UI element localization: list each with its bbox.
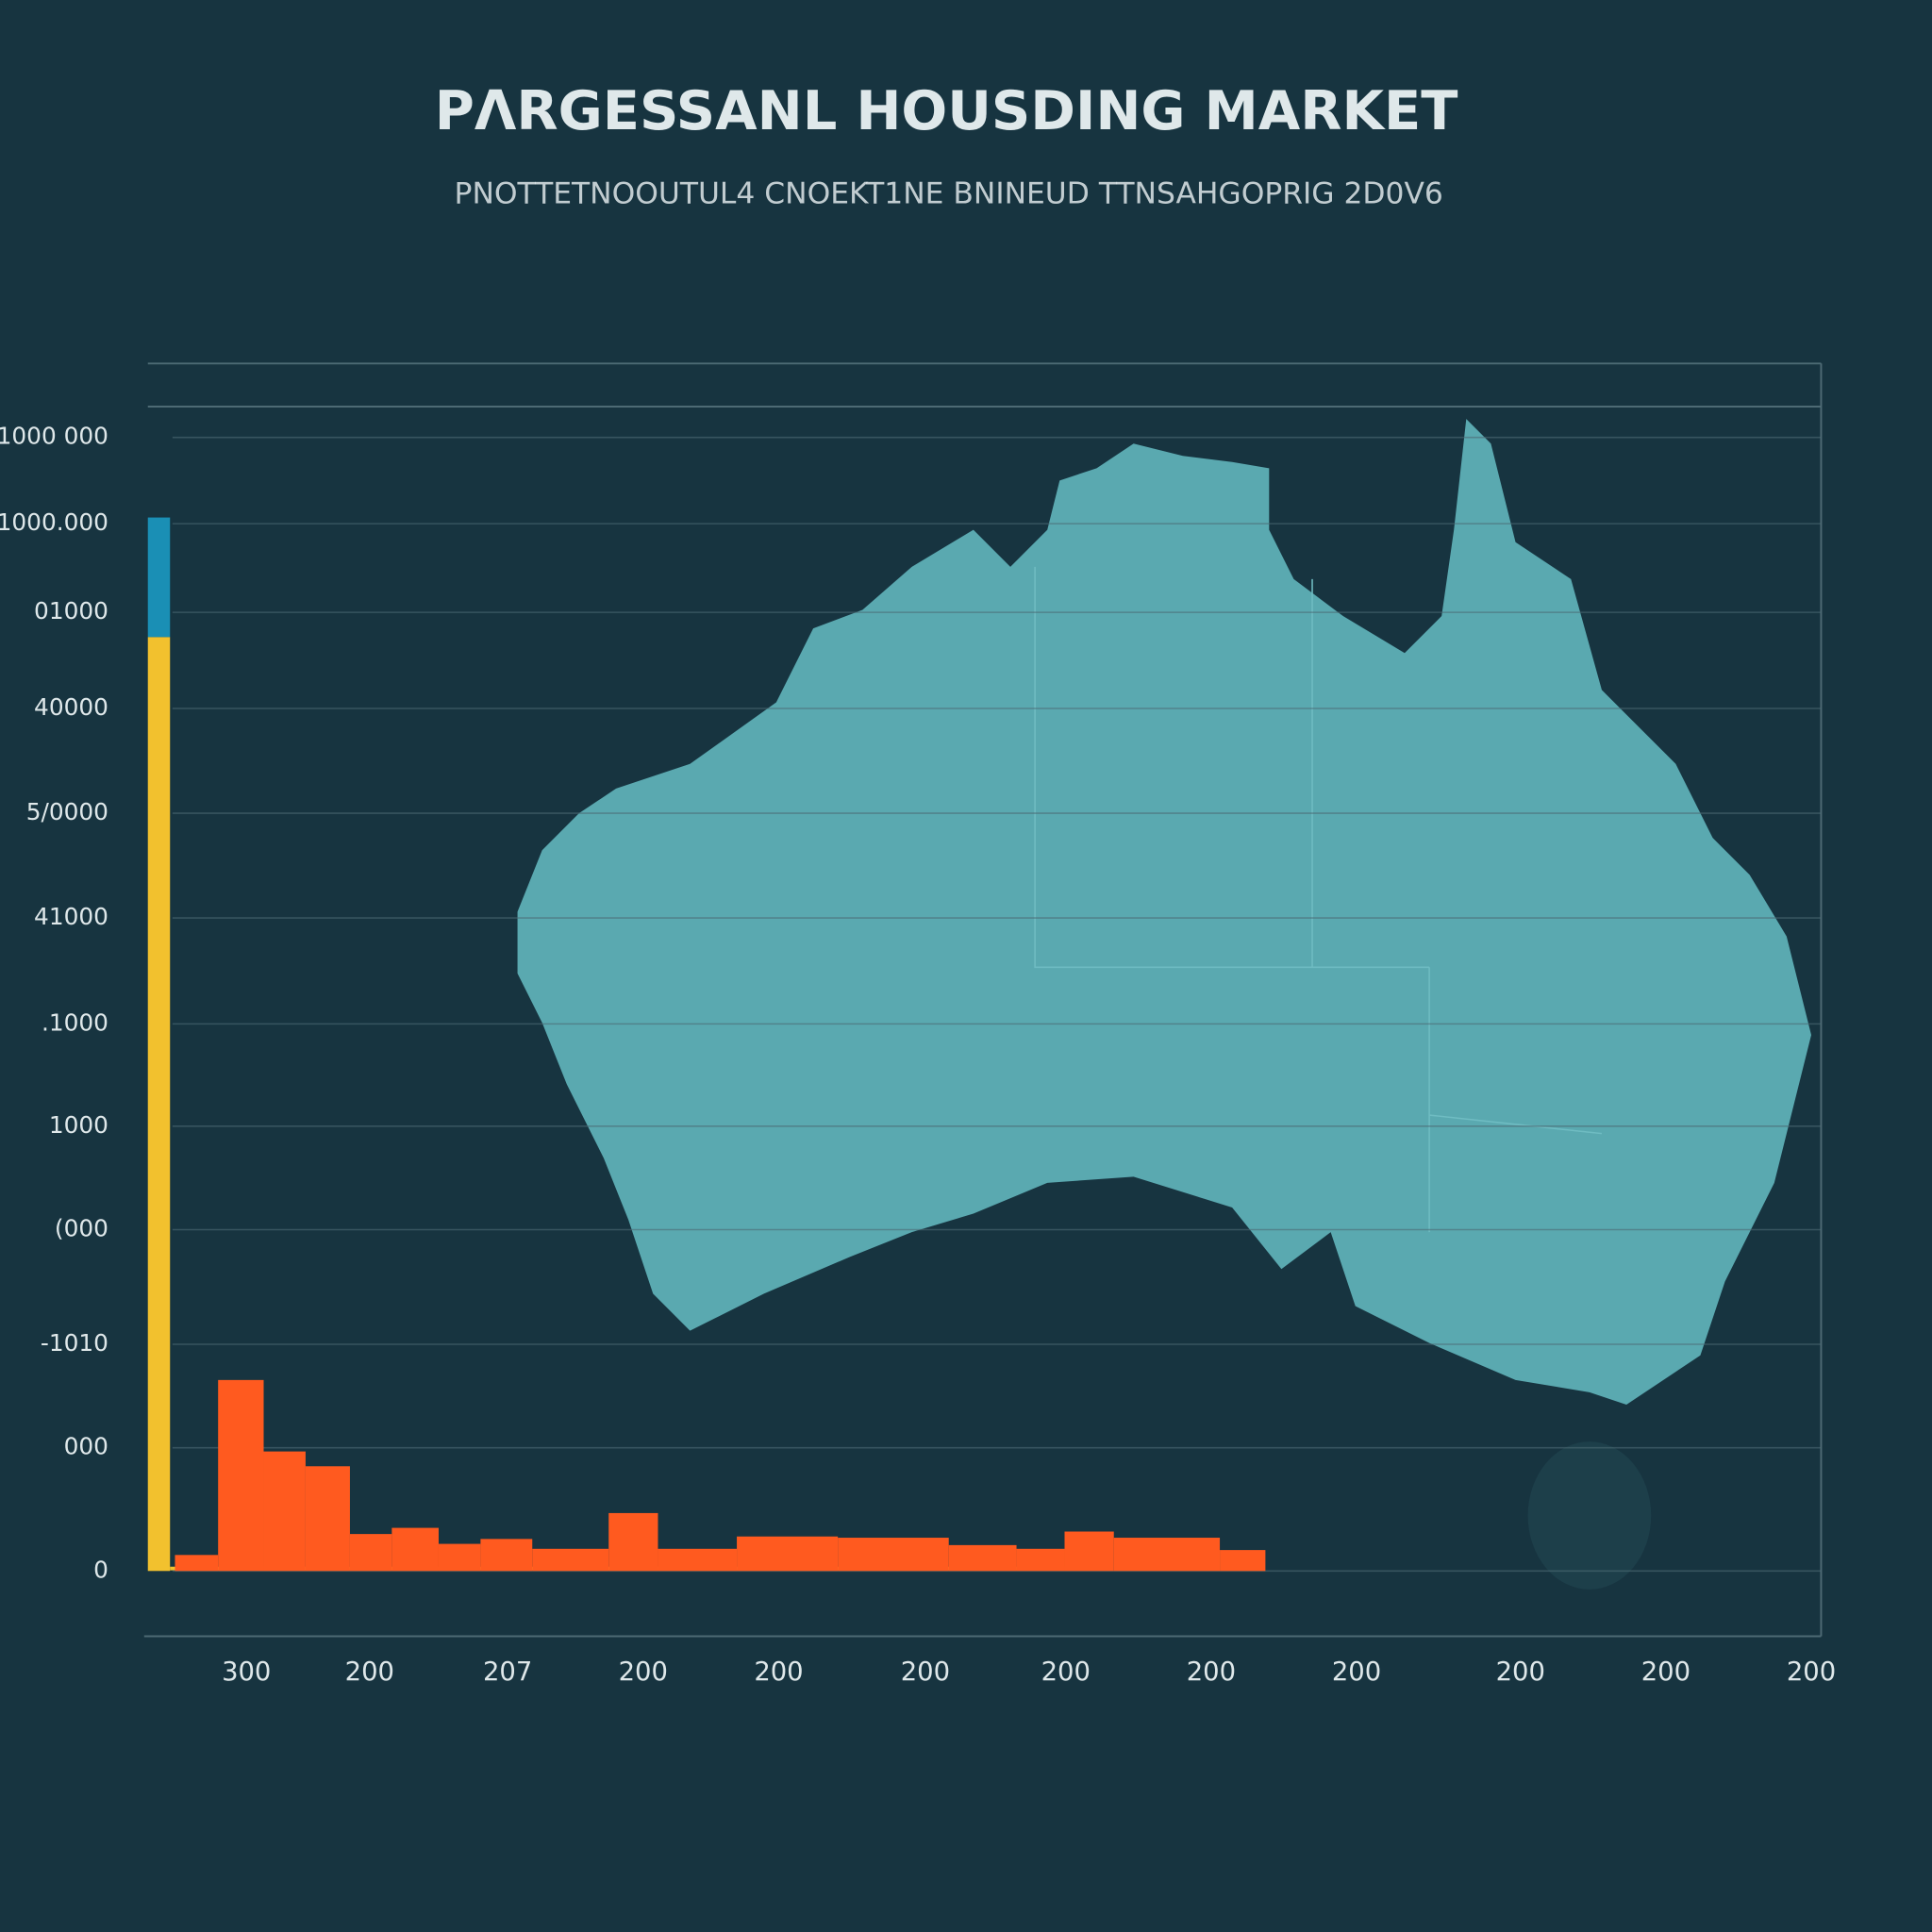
x-tick-label: 200 <box>1332 1657 1381 1687</box>
x-tick-label: 200 <box>1641 1657 1690 1687</box>
x-tick-label: 300 <box>222 1657 271 1687</box>
bar <box>480 1539 533 1572</box>
y-tick-label: 40000 <box>34 693 108 721</box>
chart-subtitle: PNOTTETNOOUTUL4 CNOEKT1NE BNINEUD TTNSAH… <box>455 176 1443 210</box>
x-tick-label: 200 <box>901 1657 950 1687</box>
bar <box>1016 1548 1065 1572</box>
y-tick-label: (000 <box>55 1215 108 1242</box>
bar <box>438 1543 481 1572</box>
y-tick-label: 01000 <box>34 597 108 625</box>
bar <box>349 1534 392 1572</box>
x-tick-label: 200 <box>754 1657 803 1687</box>
y-tick-label: .1000 <box>42 1008 108 1036</box>
y-tick-label: 0 <box>93 1556 108 1583</box>
frame <box>143 362 1823 1638</box>
bar <box>948 1544 1017 1572</box>
bar <box>608 1512 658 1572</box>
map-island <box>1527 1441 1652 1590</box>
bar <box>658 1548 738 1572</box>
map <box>517 419 1811 1590</box>
y-tick-label: 1000.000 <box>0 508 108 536</box>
bar <box>1220 1550 1266 1572</box>
plot: 0000-1010(0001000.1000410005/00004000001… <box>0 423 1836 1688</box>
y-tick-label: 41000 <box>34 903 108 930</box>
x-tick-label: 200 <box>345 1657 394 1687</box>
map-borders <box>1034 566 1603 1233</box>
y-tick-label: 1000 000 <box>0 423 108 450</box>
y-tick-label: 000 <box>64 1433 108 1460</box>
x-tick-label: 207 <box>483 1657 532 1687</box>
x-tick-label: 200 <box>1187 1657 1236 1687</box>
y-tick-label: -1010 <box>41 1329 108 1357</box>
bar <box>175 1555 219 1572</box>
x-tick-label: 200 <box>1496 1657 1545 1687</box>
x-tick-label: 200 <box>1787 1657 1836 1687</box>
stacked-bar-segment <box>147 637 171 1572</box>
bar <box>532 1548 609 1572</box>
x-tick-label: 200 <box>619 1657 668 1687</box>
bar <box>838 1538 949 1572</box>
bar <box>1113 1538 1221 1572</box>
y-tick-label: 1000 <box>49 1111 108 1139</box>
map-australia <box>517 419 1811 1405</box>
bar <box>391 1527 439 1572</box>
bar <box>263 1451 306 1572</box>
bar <box>737 1536 839 1572</box>
x-tick-label: 200 <box>1041 1657 1091 1687</box>
bar <box>305 1466 350 1572</box>
bar <box>218 1379 264 1572</box>
chart-title: PΛRGESSANL HOUSDING MARKET <box>435 79 1458 142</box>
y-tick-label: 5/0000 <box>26 798 108 825</box>
bar <box>1064 1531 1114 1572</box>
stacked-bar-segment <box>147 517 171 638</box>
